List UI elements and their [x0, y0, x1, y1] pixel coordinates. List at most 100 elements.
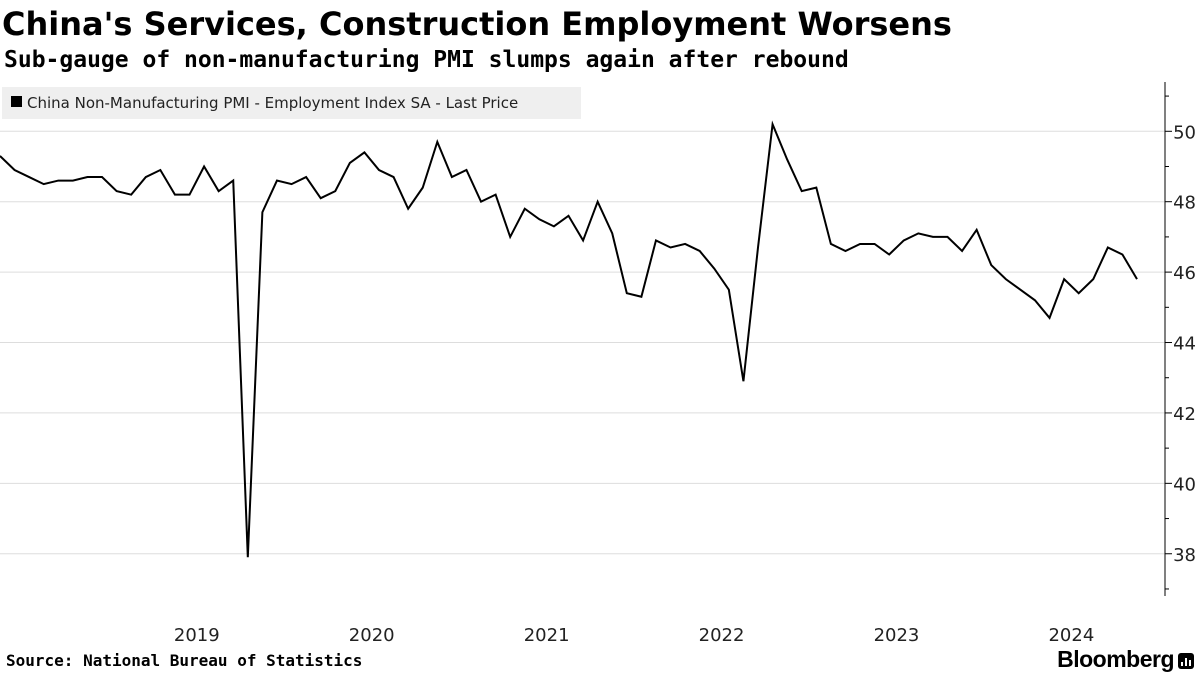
- data-point: [202, 164, 206, 168]
- data-point: [843, 249, 847, 253]
- y-tick-label: 50: [1173, 122, 1196, 143]
- brand-name: Bloomberg: [1057, 646, 1174, 672]
- legend-label: China Non-Manufacturing PMI - Employment…: [27, 94, 518, 112]
- data-point: [42, 182, 46, 186]
- data-point: [756, 245, 760, 249]
- data-point: [13, 168, 17, 172]
- data-point: [1077, 291, 1081, 295]
- y-tick-label: 46: [1173, 263, 1196, 284]
- y-tick-label: 40: [1173, 474, 1196, 495]
- legend-box: [2, 87, 581, 119]
- data-point: [275, 179, 279, 183]
- y-axis: 38 40 42 44 46 48 50: [1164, 82, 1196, 596]
- data-point: [435, 140, 439, 144]
- data-point: [771, 122, 775, 126]
- y-tick-label: 44: [1173, 334, 1196, 355]
- data-point: [975, 228, 979, 232]
- data-point: [421, 186, 425, 190]
- data-point: [669, 245, 673, 249]
- data-point: [56, 179, 60, 183]
- chart-title: China's Services, Construction Employmen…: [2, 5, 952, 43]
- data-point: [552, 224, 556, 228]
- data-point: [698, 249, 702, 253]
- data-point: [27, 175, 31, 179]
- data-point: [829, 242, 833, 246]
- x-tick-label: 2020: [349, 625, 395, 646]
- data-point: [290, 182, 294, 186]
- data-point: [246, 555, 250, 559]
- data-point: [989, 263, 993, 267]
- data-point: [450, 175, 454, 179]
- data-point: [71, 179, 75, 183]
- data-point: [464, 168, 468, 172]
- data-point: [304, 175, 308, 179]
- legend-swatch: [11, 96, 22, 107]
- data-point: [596, 200, 600, 204]
- data-point: [479, 200, 483, 204]
- data-point: [115, 189, 119, 193]
- x-tick-label: 2021: [524, 625, 570, 646]
- x-tick-label: 2023: [874, 625, 920, 646]
- data-point: [887, 253, 891, 257]
- series-line: [0, 120, 1138, 558]
- data-point: [916, 231, 920, 235]
- data-point: [85, 175, 89, 179]
- data-point: [348, 161, 352, 165]
- x-axis: 2019202020212022202320242025: [174, 625, 1094, 646]
- y-tick-label: 42: [1173, 404, 1196, 425]
- data-point: [537, 217, 541, 221]
- x-tick-label: 2019: [174, 625, 220, 646]
- data-point: [1004, 277, 1008, 281]
- data-point: [639, 295, 643, 299]
- data-point: [727, 288, 731, 292]
- data-point: [960, 249, 964, 253]
- data-point: [1048, 316, 1052, 320]
- data-point: [610, 231, 614, 235]
- data-point: [1091, 277, 1095, 281]
- data-point: [392, 175, 396, 179]
- data-point: [188, 193, 192, 197]
- bloomberg-terminal-icon: [1178, 652, 1194, 669]
- data-point: [260, 210, 264, 214]
- data-point: [231, 179, 235, 183]
- data-point: [654, 238, 658, 242]
- data-point: [814, 186, 818, 190]
- data-point: [362, 150, 366, 154]
- data-point: [931, 235, 935, 239]
- x-tick-label: 2022: [699, 625, 745, 646]
- data-point: [100, 175, 104, 179]
- data-point: [144, 175, 148, 179]
- y-tick-label: 48: [1173, 193, 1196, 214]
- data-point: [173, 193, 177, 197]
- source-note: Source: National Bureau of Statistics: [6, 651, 363, 670]
- data-point: [946, 235, 950, 239]
- y-tick-label: 38: [1173, 545, 1196, 566]
- data-point: [319, 196, 323, 200]
- data-point: [377, 168, 381, 172]
- data-point: [581, 238, 585, 242]
- data-point: [902, 238, 906, 242]
- data-point: [523, 207, 527, 211]
- data-point: [217, 189, 221, 193]
- data-point: [406, 207, 410, 211]
- brand-logo: Bloomberg: [1057, 645, 1194, 673]
- gridlines: [0, 130, 1165, 555]
- data-point: [333, 189, 337, 193]
- data-point: [1033, 298, 1037, 302]
- data-point: [785, 157, 789, 161]
- data-point: [683, 242, 687, 246]
- chart-subtitle: Sub-gauge of non-manufacturing PMI slump…: [4, 47, 849, 73]
- x-tick-label: 2024: [1048, 625, 1094, 646]
- data-point: [873, 242, 877, 246]
- data-point: [508, 235, 512, 239]
- data-point: [494, 193, 498, 197]
- data-point: [1106, 245, 1110, 249]
- data-point: [712, 267, 716, 271]
- data-point: [800, 189, 804, 193]
- data-point: [1062, 277, 1066, 281]
- data-point: [158, 168, 162, 172]
- data-point: [129, 193, 133, 197]
- data-point: [1120, 253, 1124, 257]
- data-point: [567, 214, 571, 218]
